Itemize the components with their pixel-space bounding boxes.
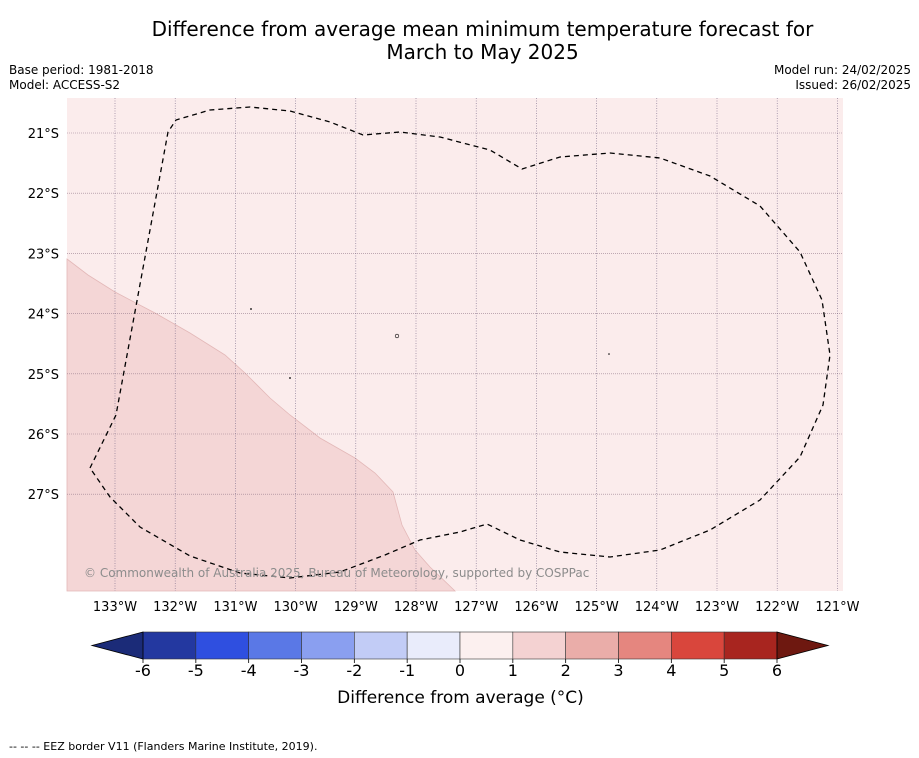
lat-label: 22°S [28,187,59,202]
island-marker [289,377,291,379]
anomaly-region [66,258,456,592]
lon-label: 126°W [514,600,558,615]
colorbar-box [248,631,302,660]
colorbar-box [565,631,619,660]
colorbar-box [618,631,672,660]
colorbar-box [512,631,566,660]
copyright-text: © Commonwealth of Australia 2025, Bureau… [84,566,589,580]
meta-left: Base period: 1981-2018 Model: ACCESS-S2 [9,63,154,93]
base-period: Base period: 1981-2018 [9,63,154,77]
colorbar-tick-label: 2 [561,661,571,680]
gridlines [67,98,843,591]
lon-label: 121°W [815,600,859,615]
eez-border [89,106,831,579]
lon-label: 129°W [334,600,378,615]
meta-right: Model run: 24/02/2025 Issued: 26/02/2025 [774,63,911,93]
lat-label: 23°S [28,247,59,262]
colorbar-tick-label: 1 [508,661,518,680]
colorbar-box [459,631,514,660]
colorbar-label: Difference from average (°C) [337,688,584,708]
island-marker [250,308,252,310]
model-run: Model run: 24/02/2025 [773,63,911,77]
lon-label: 122°W [755,600,799,615]
colorbar-tick-label: 4 [666,661,676,680]
colorbar: -6 -5 -4 -3 -2 -1 0 1 2 3 4 5 6 [90,631,830,680]
colorbar-box [354,631,408,660]
colorbar-box [195,631,249,660]
lon-label: 125°W [575,600,619,615]
colorbar-tick-label: 5 [719,661,729,680]
lon-label: 128°W [394,600,438,615]
chart-title: Difference from average mean minimum tem… [151,17,814,64]
lon-label: 130°W [274,600,318,615]
lat-label: 27°S [28,488,59,503]
model-name: Model: ACCESS-S2 [9,78,121,92]
lon-label: 131°W [213,600,257,615]
colorbar-box [301,631,355,660]
latitude-labels: 21°S 22°S 23°S 24°S 25°S 26°S 27°S [28,127,59,503]
colorbar-tick-label: -4 [241,661,257,680]
colorbar-tick-label: -2 [346,661,362,680]
lat-label: 24°S [28,308,59,323]
colorbar-tick-label: -5 [188,661,204,680]
island-marker [394,333,400,339]
colorbar-tick-label: -1 [399,661,415,680]
colorbar-tick-label: 3 [613,661,623,680]
lon-label: 133°W [93,600,137,615]
lat-label: 25°S [28,368,59,383]
issued-date: Issued: 26/02/2025 [795,78,911,92]
colorbar-tick-label: 6 [772,661,782,680]
colorbar-box [406,631,461,660]
lon-label: 132°W [153,600,197,615]
colorbar-under-arrow [90,631,144,660]
colorbar-tick-label: -3 [294,661,310,680]
lon-label: 124°W [635,600,679,615]
colorbar-boxes [142,631,778,660]
eez-footnote: -- -- -- EEZ border V11 (Flanders Marine… [9,740,318,753]
forecast-map: 21°S22°S23°S24°S25°S26°S27°S 133°W 132°W 1… [28,98,860,615]
island-marker [608,353,610,355]
colorbar-tick-label: -6 [135,661,151,680]
colorbar-box [142,631,197,660]
lon-label: 123°W [695,600,739,615]
colorbar-tick-label: 0 [455,661,465,680]
lat-label: 26°S [28,428,59,443]
colorbar-ticks: -6 -5 -4 -3 -2 -1 0 1 2 3 4 5 6 [135,659,782,680]
longitude-labels: 133°W 132°W 131°W 130°W 129°W 128°W 127°W 126°W… [93,600,860,615]
colorbar-over-arrow [776,631,830,660]
colorbar-box [671,631,725,660]
lon-label: 127°W [454,600,498,615]
lat-label: 21°S [28,127,59,142]
colorbar-box [723,631,778,660]
